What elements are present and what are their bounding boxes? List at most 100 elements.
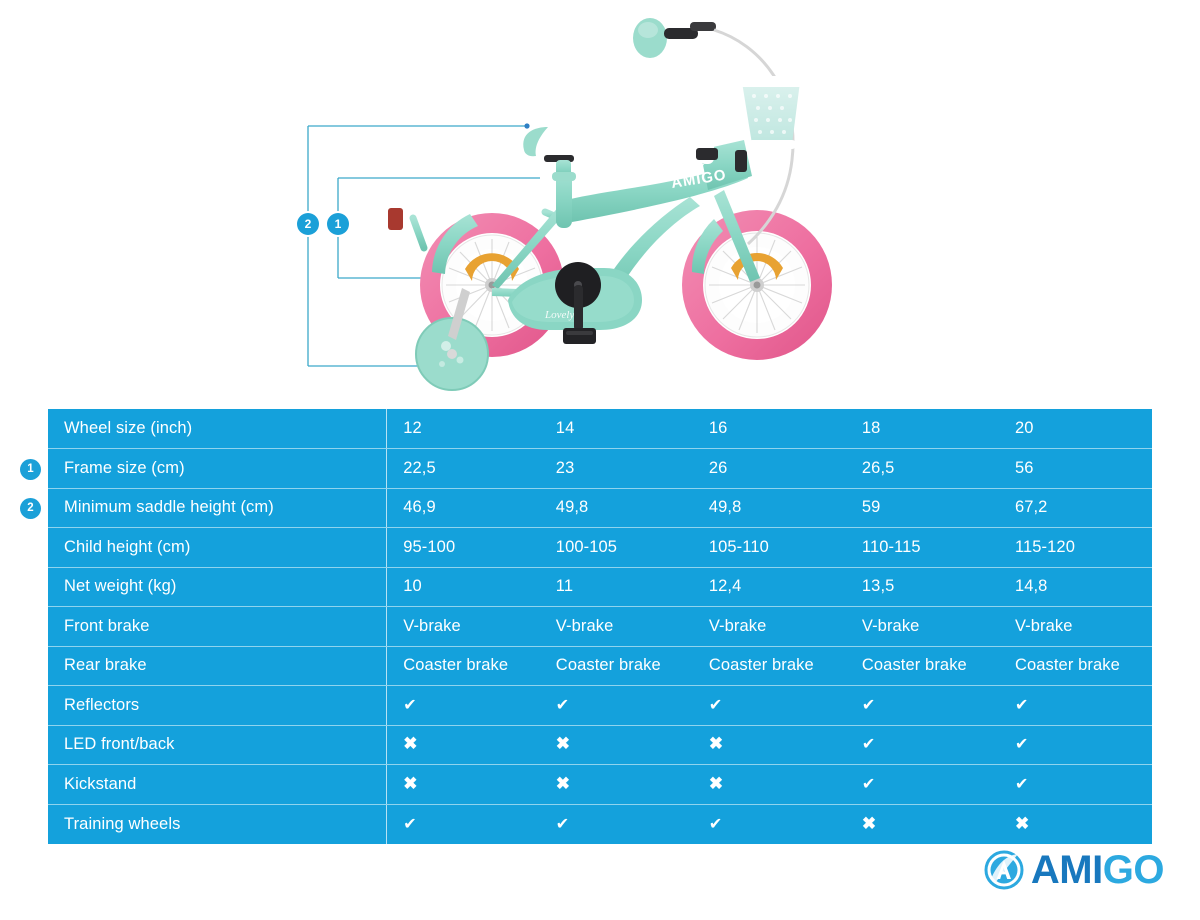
cell-value: Coaster brake — [386, 646, 540, 686]
cell-value: 59 — [845, 488, 999, 528]
cell-value: V-brake — [998, 606, 1152, 647]
seat-tube — [556, 168, 572, 228]
cell-value: V-brake — [845, 606, 999, 647]
figure-callout-badge-2: 2 — [297, 213, 319, 235]
check-icon: ✔ — [1014, 736, 1029, 754]
table-row: Reflectors ✔ ✔ ✔ ✔ ✔ — [48, 685, 1152, 726]
brand-wordmark: AMIGO — [1030, 848, 1165, 892]
row-label: Reflectors — [48, 685, 388, 726]
cell-mark: ✖ — [386, 764, 540, 805]
cell-value: 95-100 — [386, 527, 540, 568]
cell-value: 16 — [692, 409, 846, 449]
check-icon: ✔ — [861, 696, 876, 714]
table-row: Wheel size (inch) 12 14 16 18 20 — [48, 409, 1152, 449]
chainguard-script-text: Lovely — [544, 309, 574, 321]
bicycle-illustration: Lovely — [307, 18, 832, 391]
cell-value: 110-115 — [845, 527, 999, 568]
table-row: Net weight (kg) 10 11 12,4 13,5 14,8 — [48, 567, 1152, 607]
cell-value: 12 — [386, 409, 540, 449]
cell-value: Coaster brake — [539, 646, 693, 686]
cell-value: 46,9 — [386, 488, 540, 528]
rear-red-reflector — [388, 208, 403, 230]
table-row: Front brake V-brake V-brake V-brake V-brake V… — [48, 606, 1152, 647]
check-icon: ✔ — [555, 696, 570, 714]
cell-value: 20 — [998, 409, 1152, 449]
brand-logo: AMIGO — [984, 850, 1164, 890]
rear-reflector — [465, 253, 519, 281]
front-wheel — [682, 210, 832, 360]
cell-mark: ✔ — [998, 764, 1152, 805]
brand-letter-o: O — [1133, 848, 1164, 892]
brand-letter-i: I — [1092, 848, 1103, 892]
cell-value: V-brake — [539, 606, 693, 647]
cell-mark: ✔ — [845, 764, 999, 805]
training-wheel — [415, 317, 489, 391]
cell-value: 67,2 — [998, 488, 1152, 528]
cell-value: V-brake — [386, 606, 540, 647]
cell-value: 13,5 — [845, 567, 999, 607]
table-row: LED front/back ✖ ✖ ✖ ✔ ✔ — [48, 725, 1152, 765]
cross-icon: ✖ — [708, 734, 724, 754]
cell-value: 11 — [539, 567, 693, 607]
cell-value: 12,4 — [692, 567, 846, 607]
row-label: Wheel size (inch) — [48, 409, 388, 449]
cross-icon: ✖ — [555, 773, 571, 793]
check-icon: ✔ — [403, 696, 417, 714]
frame-bird-decal — [688, 158, 705, 171]
cell-value: 56 — [998, 448, 1152, 489]
product-figure: Lovely — [0, 0, 1200, 400]
cell-mark: ✔ — [998, 685, 1152, 726]
cell-mark: ✔ — [539, 685, 693, 726]
cell-value: 10 — [386, 567, 540, 607]
row-label: Training wheels — [48, 804, 388, 844]
cell-value: 23 — [539, 448, 693, 489]
cell-mark: ✔ — [692, 804, 846, 844]
cell-mark: ✖ — [998, 804, 1152, 844]
front-basket — [735, 76, 804, 172]
cross-icon: ✖ — [1014, 813, 1030, 833]
training-wheel-bracket — [448, 288, 470, 340]
brand-letter-a: A — [1030, 848, 1060, 892]
brake-lever — [664, 28, 698, 39]
cell-mark: ✖ — [539, 725, 693, 765]
cell-mark: ✔ — [692, 685, 846, 726]
callout-anchor-saddle-top — [524, 123, 530, 129]
cell-value: 14 — [539, 409, 693, 449]
cell-value: 14,8 — [998, 567, 1152, 607]
figure-callout-badge-1: 1 — [327, 213, 349, 235]
specification-table: Wheel size (inch) 12 14 16 18 20 Frame size (c… — [48, 409, 1152, 844]
amigo-mark-icon — [984, 850, 1024, 890]
table-row-badge-saddle-height: 2 — [20, 498, 41, 519]
check-icon: ✔ — [403, 815, 417, 833]
cross-icon: ✖ — [403, 773, 418, 793]
check-icon: ✔ — [1014, 696, 1029, 714]
cell-mark: ✔ — [539, 804, 693, 844]
table-row-badge-frame-size: 1 — [20, 459, 41, 480]
cell-value: 18 — [845, 409, 999, 449]
brand-letter-g: G — [1102, 848, 1134, 892]
cell-value: 105-110 — [692, 527, 846, 568]
table-row: Frame size (cm) 22,5 23 26 26,5 56 — [48, 448, 1152, 489]
table-row: Child height (cm) 95-100 100-105 105-110 110… — [48, 527, 1152, 568]
brand-letter-m: M — [1059, 848, 1093, 892]
cell-mark: ✔ — [998, 725, 1152, 765]
row-label: Net weight (kg) — [48, 567, 388, 607]
cell-mark: ✔ — [845, 685, 999, 726]
cell-mark: ✔ — [386, 685, 540, 726]
cell-value: 49,8 — [539, 488, 693, 528]
cell-mark: ✔ — [845, 725, 999, 765]
cross-icon: ✖ — [403, 734, 418, 754]
cell-mark: ✔ — [386, 804, 540, 844]
row-label: Child height (cm) — [48, 527, 388, 568]
check-icon: ✔ — [708, 815, 723, 833]
row-label: Kickstand — [48, 764, 388, 805]
row-label: Frame size (cm) — [48, 448, 388, 489]
front-fork — [714, 190, 760, 282]
saddle — [523, 125, 620, 181]
seat-clamp — [552, 172, 576, 181]
row-label: LED front/back — [48, 725, 388, 765]
table-row: Training wheels ✔ ✔ ✔ ✖ ✖ — [48, 804, 1152, 844]
cell-value: Coaster brake — [998, 646, 1152, 686]
row-label: Front brake — [48, 606, 388, 647]
